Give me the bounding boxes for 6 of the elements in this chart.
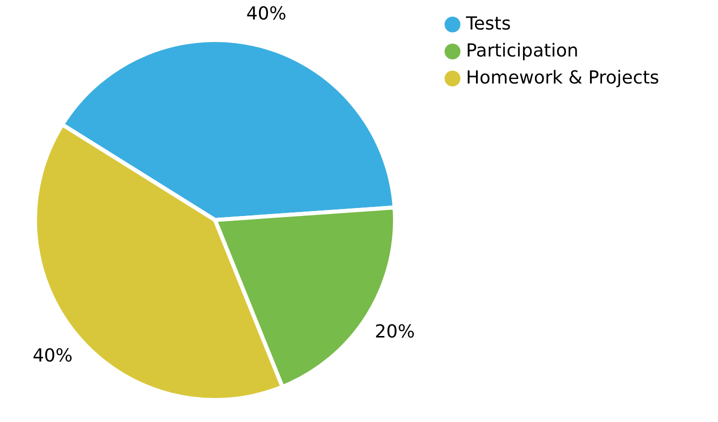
legend-label: Tests (465, 14, 511, 34)
legend-label: Homework & Projects (466, 68, 660, 88)
data-label: 40% (246, 3, 286, 24)
data-label: 40% (32, 345, 73, 366)
legend-label: Participation (466, 40, 578, 62)
data-label: 20% (374, 321, 415, 342)
